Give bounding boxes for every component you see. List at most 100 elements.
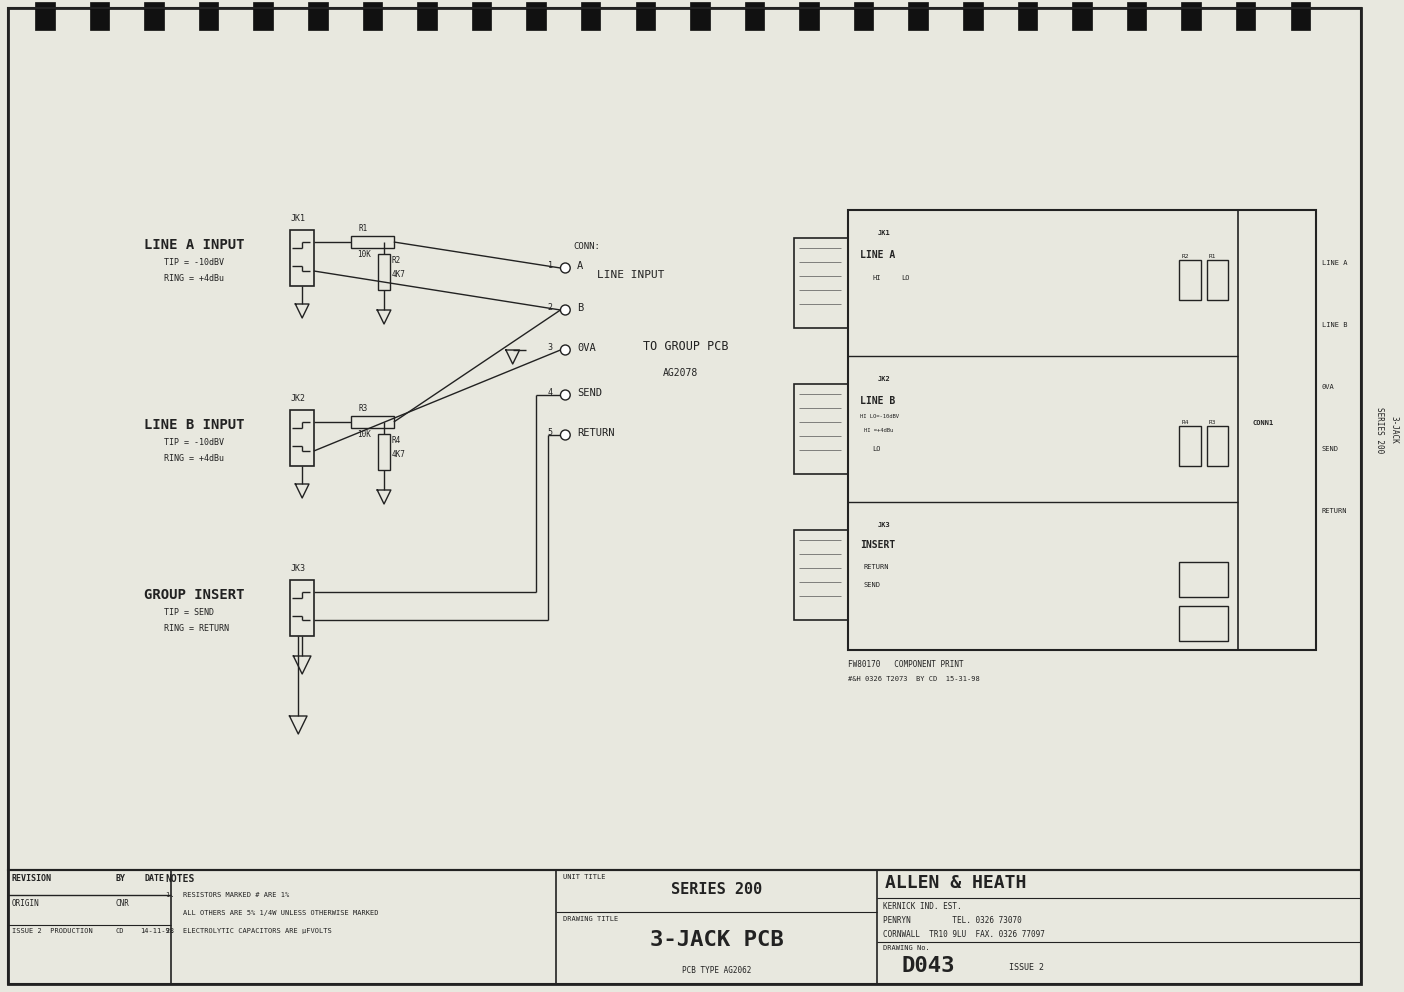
Bar	[636, 2, 656, 30]
Text: TO GROUP PCB: TO GROUP PCB	[643, 340, 729, 353]
Bar	[291, 580, 314, 636]
Circle shape	[560, 305, 570, 315]
Bar	[199, 2, 219, 30]
Text: 0VA: 0VA	[577, 343, 595, 353]
Bar	[291, 410, 314, 466]
Text: JK2: JK2	[291, 394, 306, 403]
Text: HI =+4dBu: HI =+4dBu	[863, 428, 893, 433]
Text: LO: LO	[872, 446, 880, 452]
Text: R1: R1	[358, 224, 368, 233]
Text: 4K7: 4K7	[392, 450, 406, 459]
Text: INSERT: INSERT	[859, 540, 894, 550]
Text: CD: CD	[115, 928, 124, 934]
Bar	[795, 530, 848, 620]
Bar	[1206, 260, 1228, 300]
Text: R2: R2	[1181, 254, 1189, 259]
Text: RING = +4dBu: RING = +4dBu	[164, 274, 223, 283]
Bar	[848, 210, 1316, 650]
Text: HI LO=-10dBV: HI LO=-10dBV	[859, 414, 899, 419]
Bar	[35, 2, 55, 30]
Text: RING = +4dBu: RING = +4dBu	[164, 454, 223, 463]
Bar	[417, 2, 437, 30]
Text: CORNWALL  TR10 9LU  FAX. 0326 77097: CORNWALL TR10 9LU FAX. 0326 77097	[883, 930, 1045, 939]
Bar	[351, 416, 393, 428]
Text: R2: R2	[392, 256, 402, 265]
Bar	[1206, 426, 1228, 466]
Text: RETURN: RETURN	[863, 564, 889, 570]
Circle shape	[560, 430, 570, 440]
Text: R3: R3	[1209, 420, 1216, 425]
Text: 3-JACK: 3-JACK	[1390, 416, 1398, 443]
Circle shape	[560, 345, 570, 355]
Text: HI: HI	[872, 275, 880, 281]
Text: JK3: JK3	[291, 564, 306, 573]
Text: JK1: JK1	[291, 214, 306, 223]
Text: CONN:: CONN:	[573, 242, 600, 251]
Bar	[351, 236, 393, 248]
Text: 10K: 10K	[357, 430, 371, 439]
Text: 4: 4	[548, 388, 553, 397]
Text: ISSUE 2  PRODUCTION: ISSUE 2 PRODUCTION	[11, 928, 93, 934]
Text: R4: R4	[1181, 420, 1189, 425]
Text: ALL OTHERS ARE 5% 1/4W UNLESS OTHERWISE MARKED: ALL OTHERS ARE 5% 1/4W UNLESS OTHERWISE …	[166, 910, 378, 916]
Text: TIP = -10dBV: TIP = -10dBV	[164, 438, 223, 447]
Text: NOTES: NOTES	[166, 874, 195, 884]
Text: A: A	[577, 261, 583, 271]
Bar	[799, 2, 819, 30]
Circle shape	[560, 263, 570, 273]
Bar	[90, 2, 110, 30]
Text: DATE: DATE	[145, 874, 164, 883]
Bar	[145, 2, 164, 30]
Text: 2: 2	[548, 303, 553, 312]
Text: JK3: JK3	[878, 522, 890, 528]
Text: SEND: SEND	[577, 388, 602, 398]
Text: R1: R1	[1209, 254, 1216, 259]
Bar	[1236, 2, 1255, 30]
Bar	[1179, 562, 1228, 597]
Bar	[1073, 2, 1092, 30]
Bar	[1290, 2, 1310, 30]
Text: RETURN: RETURN	[577, 428, 615, 438]
Bar	[1127, 2, 1146, 30]
Text: LINE A: LINE A	[1321, 260, 1348, 266]
Bar	[795, 238, 848, 328]
Text: 1.  RESISTORS MARKED # ARE 1%: 1. RESISTORS MARKED # ARE 1%	[166, 892, 289, 898]
Circle shape	[560, 390, 570, 400]
Text: DRAWING TITLE: DRAWING TITLE	[563, 916, 619, 922]
Bar	[8, 870, 1360, 984]
Text: ORIGIN: ORIGIN	[11, 899, 39, 908]
Text: AG2078: AG2078	[663, 368, 698, 378]
Bar	[1179, 426, 1200, 466]
Text: R3: R3	[358, 404, 368, 413]
Bar	[291, 230, 314, 286]
Text: CNR: CNR	[115, 899, 129, 908]
Bar	[1179, 260, 1200, 300]
Bar	[1179, 606, 1228, 641]
Bar	[744, 2, 764, 30]
Text: B: B	[577, 303, 583, 313]
Bar	[472, 2, 491, 30]
Text: ISSUE 2: ISSUE 2	[1009, 963, 1043, 972]
Text: LINE B: LINE B	[859, 396, 894, 406]
Bar	[8, 8, 1360, 870]
Text: PCB TYPE AG2062: PCB TYPE AG2062	[682, 966, 751, 975]
Bar	[1018, 2, 1038, 30]
Text: D043: D043	[901, 956, 955, 976]
Bar	[307, 2, 327, 30]
Text: DRAWING No.: DRAWING No.	[883, 945, 929, 951]
Text: KERNICK IND. EST.: KERNICK IND. EST.	[883, 902, 962, 911]
Text: JK1: JK1	[878, 230, 890, 236]
Text: R4: R4	[392, 436, 402, 445]
Bar	[1181, 2, 1200, 30]
Text: 1: 1	[548, 261, 553, 270]
Bar	[378, 254, 390, 290]
Bar	[1238, 210, 1316, 650]
Text: ALLEN & HEATH: ALLEN & HEATH	[885, 874, 1026, 892]
Text: TIP = -10dBV: TIP = -10dBV	[164, 258, 223, 267]
Text: SEND: SEND	[863, 582, 880, 588]
Text: PENRYN         TEL. 0326 73070: PENRYN TEL. 0326 73070	[883, 916, 1022, 925]
Text: FW80170   COMPONENT PRINT: FW80170 COMPONENT PRINT	[848, 660, 963, 669]
Text: BY: BY	[115, 874, 125, 883]
Text: LINE INPUT: LINE INPUT	[597, 270, 664, 280]
Text: UNIT TITLE: UNIT TITLE	[563, 874, 607, 880]
